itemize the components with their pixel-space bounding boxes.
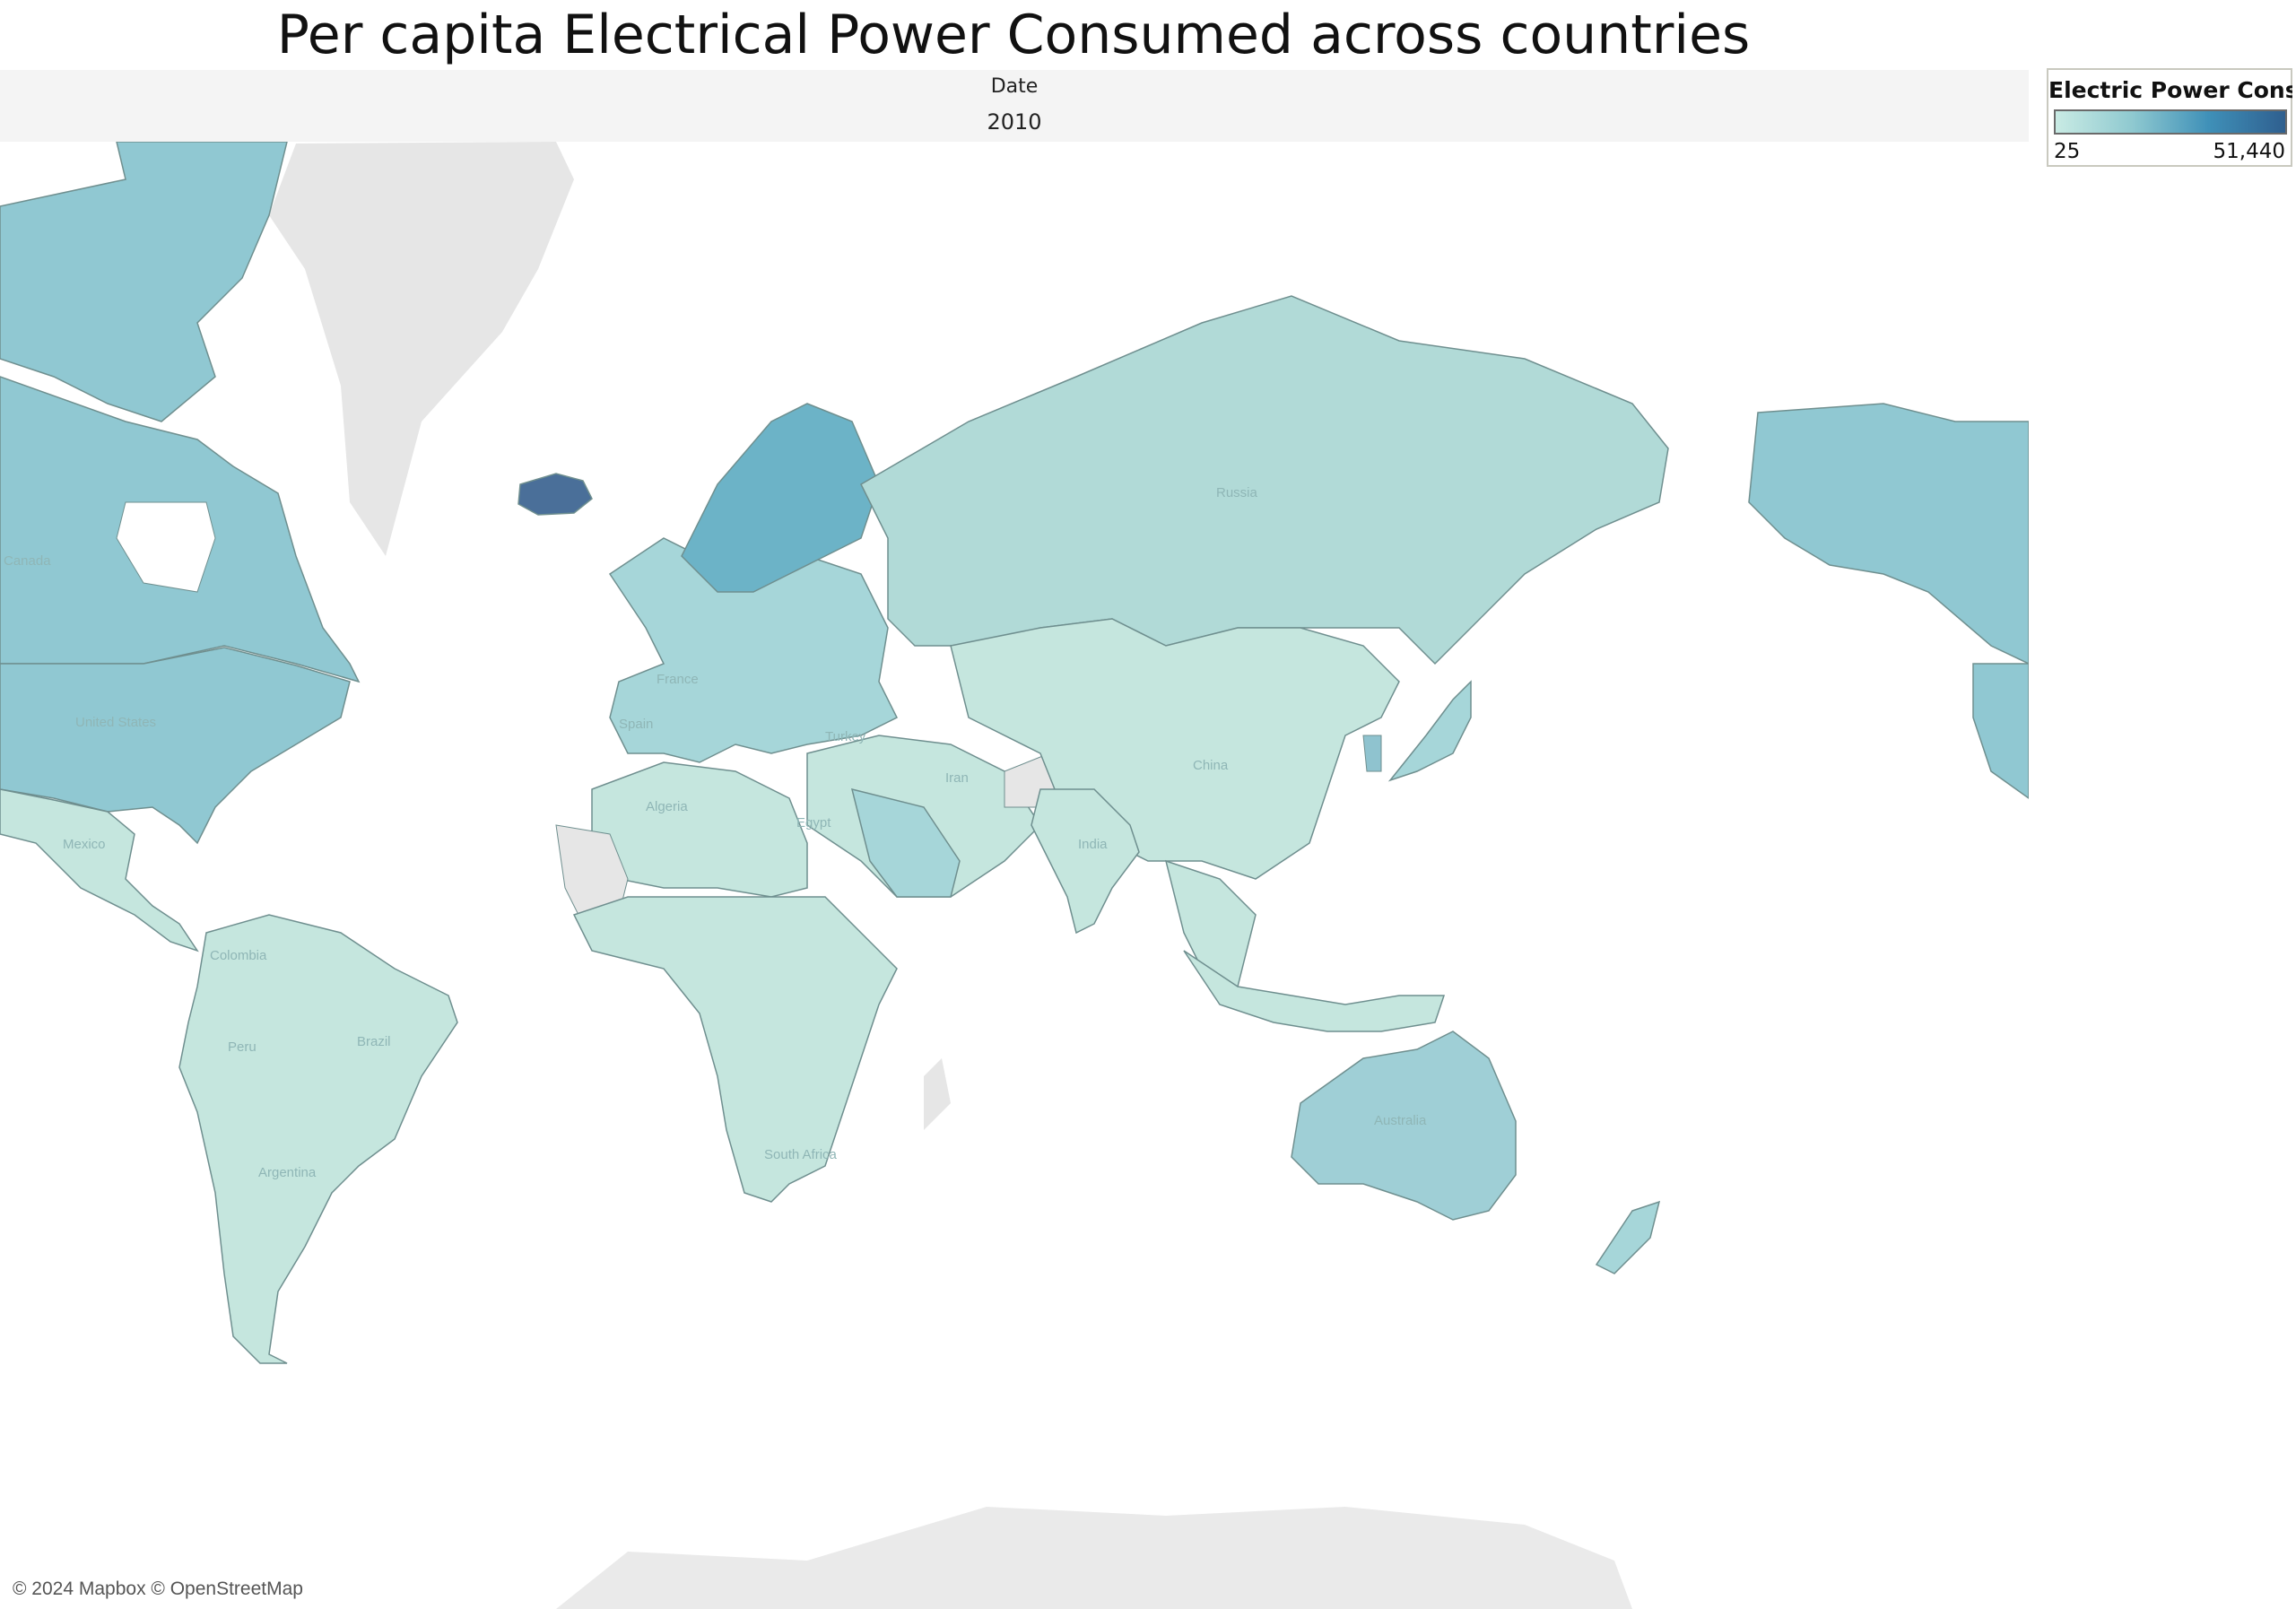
region-japan[interactable] xyxy=(1387,680,1472,782)
region-canada-arctic[interactable] xyxy=(0,142,288,422)
region-southeast-asia[interactable] xyxy=(1164,859,1257,988)
map-label-argentina: Argentina xyxy=(258,1165,317,1180)
region-saudi-arabia[interactable] xyxy=(850,787,961,898)
map-label-canada: Canada xyxy=(4,553,51,569)
color-legend[interactable]: Electric Power Cons.. 25 51,440 xyxy=(2047,68,2292,167)
legend-max-value: 51,440 xyxy=(2213,140,2285,163)
page-title: Per capita Electrical Power Consumed acr… xyxy=(276,4,1751,66)
hudson-bay xyxy=(116,501,216,593)
map-label-france: France xyxy=(657,672,699,687)
date-filter-value[interactable]: 2010 xyxy=(987,109,1042,135)
region-mexico[interactable] xyxy=(0,788,199,952)
region-scandinavia[interactable] xyxy=(681,403,880,593)
region-antarctica[interactable] xyxy=(556,1507,1632,1609)
region-united-states-east-edge[interactable] xyxy=(1972,663,2029,799)
date-filter-label: Date xyxy=(990,75,1039,98)
region-india[interactable] xyxy=(1031,788,1140,935)
map-label-south-africa: South Africa xyxy=(764,1147,838,1162)
region-south-korea[interactable] xyxy=(1362,735,1382,772)
region-sub-saharan-africa[interactable] xyxy=(572,896,898,1203)
map-label-united-states: United States xyxy=(75,715,156,730)
region-alaska[interactable] xyxy=(1748,403,2029,665)
map-label-spain: Spain xyxy=(619,717,653,732)
region-iceland[interactable] xyxy=(517,473,593,516)
map-attribution[interactable]: © 2024 Mapbox © OpenStreetMap xyxy=(13,1579,303,1599)
region-south-america[interactable] xyxy=(178,914,458,1364)
map-label-algeria: Algeria xyxy=(646,799,688,814)
map-label-india: India xyxy=(1078,837,1108,852)
region-australia[interactable] xyxy=(1291,1031,1517,1221)
map-label-brazil: Brazil xyxy=(357,1034,391,1049)
map-label-iran: Iran xyxy=(945,770,969,786)
legend-title: Electric Power Cons.. xyxy=(2048,77,2292,103)
legend-color-ramp xyxy=(2054,109,2287,135)
map-label-turkey: Turkey xyxy=(825,729,866,744)
region-russia[interactable] xyxy=(860,295,1669,665)
region-greenland[interactable] xyxy=(269,142,574,556)
region-united-states[interactable] xyxy=(0,647,351,845)
map-label-egypt: Egypt xyxy=(796,815,831,831)
date-filter-header[interactable]: Date 2010 xyxy=(0,70,2029,142)
map-label-peru: Peru xyxy=(228,1039,257,1055)
region-madagascar[interactable] xyxy=(924,1058,951,1130)
legend-min-value: 25 xyxy=(2054,140,2081,163)
map-label-australia: Australia xyxy=(1374,1113,1427,1128)
region-new-zealand[interactable] xyxy=(1595,1200,1661,1274)
world-choropleth-map[interactable]: Canada United States Mexico Colombia Per… xyxy=(0,142,2029,1609)
region-indonesia[interactable] xyxy=(1183,950,1446,1032)
map-label-china: China xyxy=(1193,758,1229,773)
map-label-mexico: Mexico xyxy=(63,837,106,852)
map-label-russia: Russia xyxy=(1216,485,1258,500)
map-label-colombia: Colombia xyxy=(210,948,267,963)
